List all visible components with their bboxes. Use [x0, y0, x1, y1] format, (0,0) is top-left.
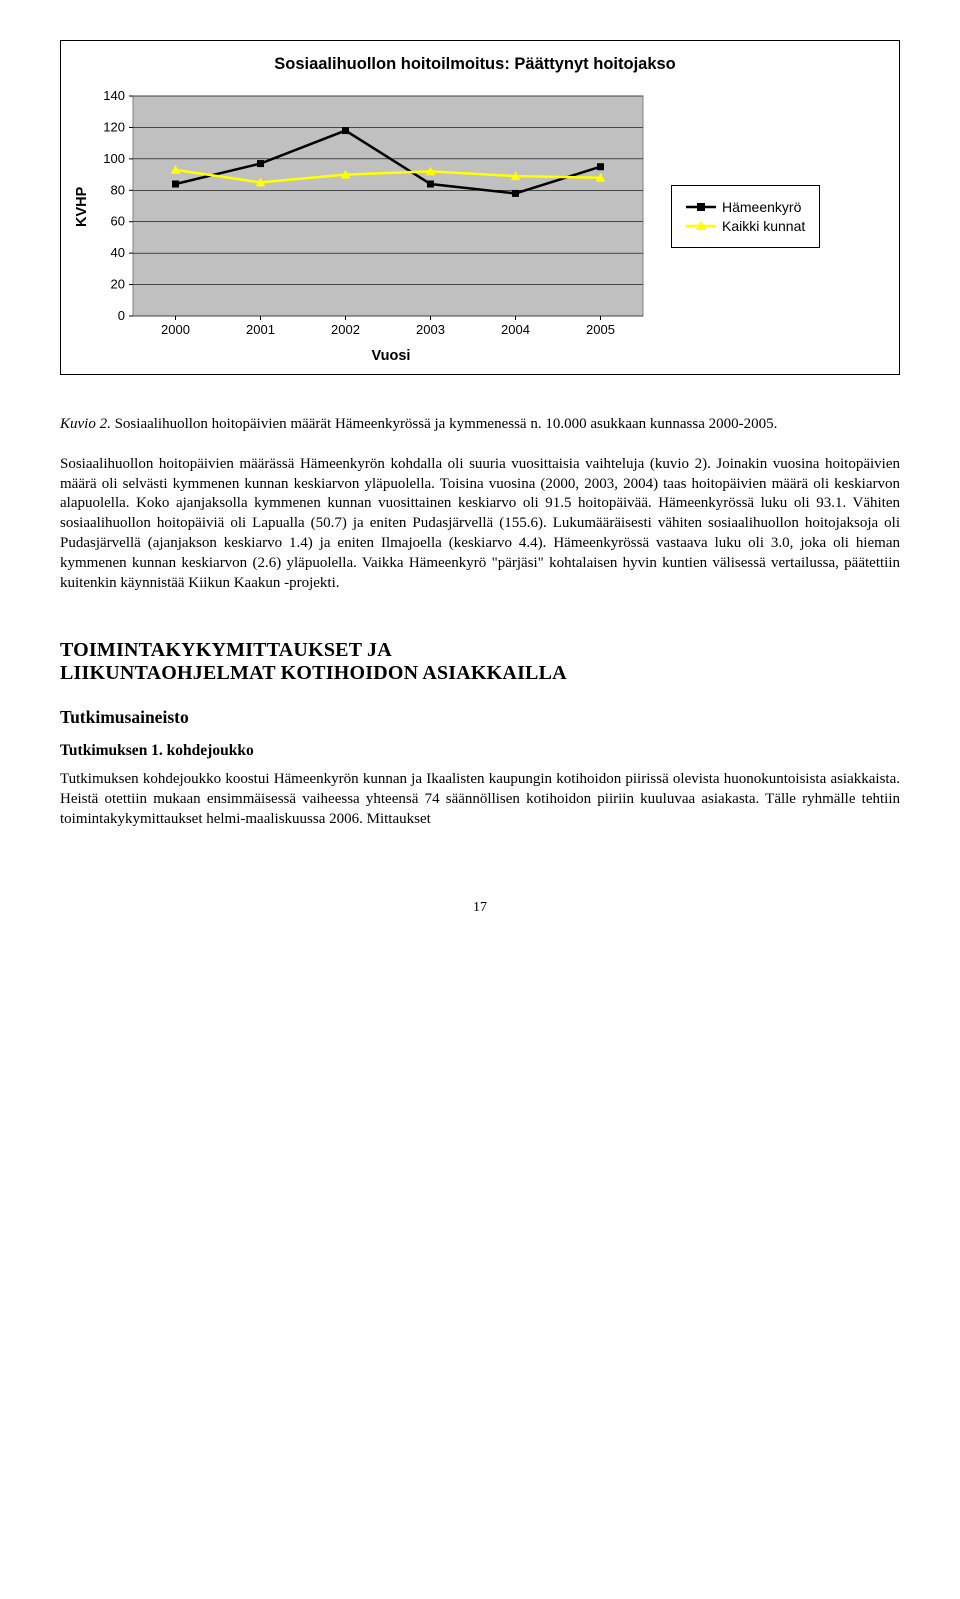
svg-text:80: 80 [111, 182, 125, 197]
svg-text:2004: 2004 [501, 322, 530, 337]
y-axis-label: KVHP [74, 205, 90, 227]
subsub-heading: Tutkimuksen 1. kohdejoukko [60, 742, 900, 760]
svg-text:120: 120 [103, 119, 125, 134]
svg-text:40: 40 [111, 245, 125, 260]
svg-text:20: 20 [111, 277, 125, 292]
chart-title: Sosiaalihuollon hoitoilmoitus: Päättynyt… [71, 55, 879, 74]
section-heading: TOIMINTAKYKYMITTAUKSET JA LIIKUNTAOHJELM… [60, 639, 900, 685]
svg-text:140: 140 [103, 88, 125, 103]
legend-item: Hämeenkyrö [686, 199, 805, 215]
chart-plot: 0 20 40 60 80 100 120 140 2000 2001 2002 2003 2004 20… [93, 86, 653, 346]
caption-text: Sosiaalihuollon hoitopäivien määrät Häme… [115, 416, 778, 432]
body-paragraph: Sosiaalihuollon hoitopäivien määrässä Hä… [60, 455, 900, 594]
legend-swatch-square [686, 200, 716, 214]
legend-item: Kaikki kunnat [686, 218, 805, 234]
caption-prefix: Kuvio 2. [60, 416, 115, 432]
figure-caption: Kuvio 2. Sosiaalihuollon hoitopäivien mä… [60, 415, 900, 435]
svg-text:2001: 2001 [246, 322, 275, 337]
svg-text:2002: 2002 [331, 322, 360, 337]
chart-body-row: KVHP 0 20 40 60 80 100 120 140 2000 2001 2002 2003 2… [71, 86, 879, 346]
x-axis-label: Vuosi [111, 348, 671, 364]
svg-text:2003: 2003 [416, 322, 445, 337]
svg-text:2005: 2005 [586, 322, 615, 337]
svg-text:2000: 2000 [161, 322, 190, 337]
legend-swatch-triangle [686, 219, 716, 233]
page-number: 17 [60, 900, 900, 916]
legend-label: Kaikki kunnat [722, 218, 805, 234]
legend-label: Hämeenkyrö [722, 199, 801, 215]
svg-text:100: 100 [103, 151, 125, 166]
chart-container: Sosiaalihuollon hoitoilmoitus: Päättynyt… [60, 40, 900, 375]
body-paragraph: Tutkimuksen kohdejoukko koostui Hämeenky… [60, 770, 900, 829]
chart-legend: Hämeenkyrö Kaikki kunnat [671, 185, 820, 248]
svg-text:60: 60 [111, 214, 125, 229]
sub-heading: Tutkimusaineisto [60, 707, 900, 728]
svg-text:0: 0 [118, 308, 125, 323]
